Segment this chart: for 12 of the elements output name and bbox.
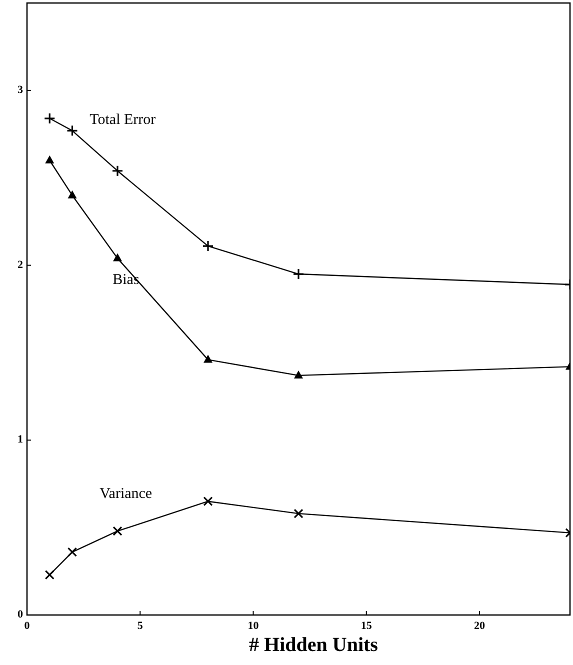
x-tick-label: 15 bbox=[360, 620, 372, 632]
series-label: Variance bbox=[100, 486, 152, 502]
x-tick-label: 10 bbox=[248, 620, 260, 632]
y-tick-label: 3 bbox=[18, 84, 24, 96]
y-tick-label: 1 bbox=[18, 434, 23, 446]
x-tick-label: 20 bbox=[474, 620, 486, 632]
series-label: Bias bbox=[112, 272, 140, 288]
series-label: Total Error bbox=[90, 112, 156, 128]
y-tick-label: 2 bbox=[18, 258, 24, 271]
x-tick-label: 5 bbox=[137, 620, 144, 632]
y-tick-label: 0 bbox=[18, 608, 24, 621]
x-axis-title: # Hidden Units bbox=[249, 634, 378, 656]
